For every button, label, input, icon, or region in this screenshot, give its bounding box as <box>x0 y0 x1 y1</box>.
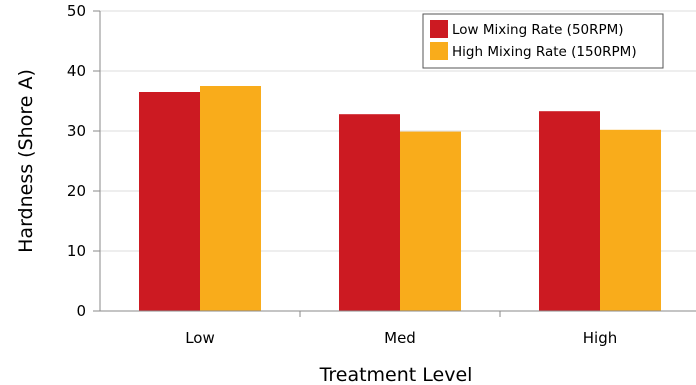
axes <box>93 11 696 312</box>
y-tick-label: 40 <box>67 62 86 80</box>
bars <box>139 86 661 311</box>
legend-label-high-mixing-rate: High Mixing Rate (150RPM) <box>452 44 637 60</box>
bar-low-series-0 <box>139 92 200 311</box>
bar-high-series-1 <box>600 129 661 311</box>
bar-low-series-1 <box>200 86 261 311</box>
y-tick-label: 20 <box>67 182 86 200</box>
legend-swatch-low-mixing-rate <box>430 20 448 38</box>
bar-med-series-0 <box>339 114 400 311</box>
x-tick-label: High <box>583 329 617 347</box>
x-tick-label: Med <box>384 329 416 347</box>
legend: Low Mixing Rate (50RPM) High Mixing Rate… <box>422 13 664 69</box>
y-tick-label: 10 <box>67 242 86 260</box>
y-tick-label: 30 <box>67 122 86 140</box>
y-tick-label: 0 <box>76 302 86 320</box>
x-axis-title: Treatment Level <box>319 364 473 385</box>
legend-swatch-high-mixing-rate <box>430 42 448 60</box>
legend-label-low-mixing-rate: Low Mixing Rate (50RPM) <box>452 22 624 38</box>
y-tick-label: 50 <box>67 2 86 20</box>
y-axis-title: Hardness (Shore A) <box>15 69 37 253</box>
legend-box <box>422 13 664 69</box>
bar-med-series-1 <box>400 131 461 311</box>
tick-labels: 0 10 20 30 40 50 Low Med High <box>67 2 617 347</box>
x-tick-label: Low <box>185 329 215 347</box>
bar-high-series-0 <box>539 111 600 311</box>
